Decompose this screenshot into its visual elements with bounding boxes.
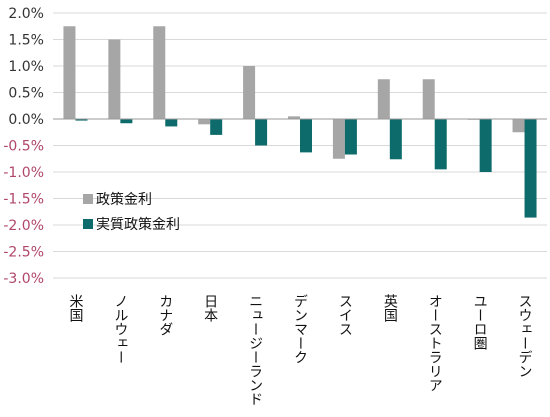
bar-real-policy-rate: [255, 119, 268, 146]
y-tick-label: 0.0%: [8, 112, 44, 128]
bar-policy-rate: [332, 119, 345, 159]
legend-swatch-policy-rate: [83, 194, 93, 204]
bar-real-policy-rate: [479, 119, 492, 172]
y-tick-label: 2.0%: [8, 6, 44, 22]
y-tick-label: 1.0%: [8, 59, 44, 75]
x-tick-label: カナダ: [157, 294, 173, 336]
x-tick-label: ニュージーランド: [247, 294, 263, 406]
y-tick-label: -3.0%: [3, 271, 44, 287]
bar-real-policy-rate: [344, 119, 357, 155]
x-tick-label: 米国: [67, 294, 83, 322]
x-tick-label: ユーロ圏: [472, 294, 488, 351]
y-tick-label: -1.5%: [3, 192, 44, 208]
x-tick-label: デンマーク: [292, 294, 308, 364]
x-tick-label: 日本: [202, 294, 218, 322]
y-tick-label: -2.5%: [3, 245, 44, 261]
bar-policy-rate: [288, 116, 300, 119]
bar-policy-rate: [198, 119, 211, 125]
bar-policy-rate: [108, 39, 121, 119]
y-tick-label: -2.0%: [3, 218, 44, 234]
bar-policy-rate: [153, 26, 166, 119]
bar-policy-rate: [243, 66, 256, 119]
y-tick-label: 0.5%: [8, 86, 44, 102]
bar-real-policy-rate: [524, 119, 537, 218]
bar-real-policy-rate: [75, 119, 88, 121]
x-tick-label: 英国: [382, 293, 398, 322]
x-axis-category-labels: 米国 ノルウェー カナダ 日本 ニュージーランド デンマーク スイス 英国 オーストラリア ユーロ…: [67, 293, 532, 406]
y-tick-label: 1.5%: [8, 33, 44, 49]
bar-real-policy-rate: [210, 119, 223, 135]
bar-real-policy-rate: [165, 119, 178, 127]
x-tick-label: ノルウェー: [112, 294, 128, 364]
bar-real-policy-rate: [389, 119, 402, 160]
bar-policy-rate: [512, 119, 525, 133]
bar-real-policy-rate: [300, 119, 312, 153]
y-tick-label: -1.0%: [3, 165, 44, 181]
y-tick-label: -0.5%: [3, 139, 44, 155]
legend-label-real-policy-rate: 実質政策金利: [96, 216, 180, 233]
x-tick-label: オーストラリア: [427, 294, 443, 392]
legend: 政策金利 実質政策金利: [83, 191, 180, 233]
x-tick-label: スウェーデン: [517, 294, 533, 378]
bar-real-policy-rate: [120, 119, 133, 124]
legend-label-policy-rate: 政策金利: [96, 191, 152, 208]
bar-policy-rate: [63, 26, 76, 119]
bar-policy-rate: [422, 79, 435, 119]
x-tick-label: スイス: [337, 294, 353, 336]
legend-swatch-real-policy-rate: [83, 219, 93, 229]
bar-policy-rate: [377, 79, 390, 119]
bars: [63, 26, 537, 218]
y-axis-tick-labels: 2.0% 1.5% 1.0% 0.5% 0.0% -0.5% -1.0% -1.5% -2.0%…: [3, 6, 44, 287]
bar-real-policy-rate: [434, 119, 447, 170]
